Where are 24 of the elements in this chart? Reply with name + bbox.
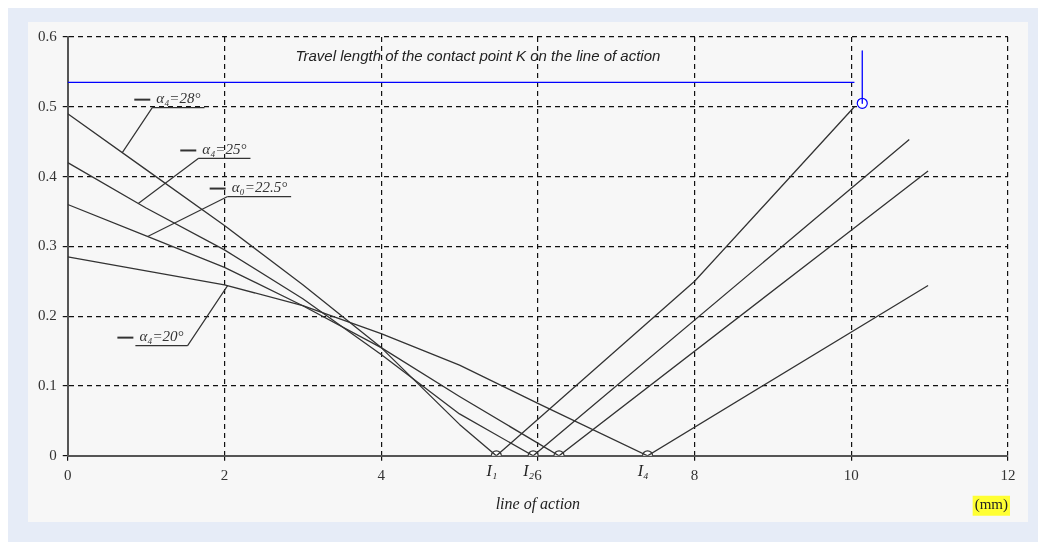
x-tick-label: 12 — [1000, 466, 1016, 483]
x-tick-label: 2 — [220, 466, 229, 483]
y-tick-label: 0.1 — [38, 376, 57, 393]
y-tick-label: 0.2 — [38, 307, 57, 324]
x-tick-label: 10 — [843, 466, 859, 483]
x-axis-title: line of action — [495, 494, 581, 513]
y-tick-label: 0.5 — [38, 97, 57, 114]
y-tick-label: 0.6 — [38, 27, 58, 44]
y-tick-label: 0.3 — [38, 237, 57, 254]
y-tick-label: 0 — [49, 446, 57, 463]
annotation: Travel length of the contact point K on the line of action — [295, 47, 661, 65]
legend-label: α₄=20° — [139, 328, 184, 345]
x-tick-label: 8 — [690, 466, 699, 483]
legend-label: α₀=22.5° — [231, 179, 288, 195]
legend-label: α₄=25° — [202, 140, 247, 157]
legend-label: α₄=28° — [156, 90, 201, 107]
annotation: I₂ — [522, 462, 535, 479]
y-tick-label: 0.4 — [38, 167, 58, 184]
annotation: I₁ — [485, 462, 498, 479]
x-tick-label: 6 — [534, 466, 543, 483]
annotation: I₄ — [636, 462, 649, 479]
x-tick-label: 4 — [377, 466, 386, 483]
text: (mm) — [974, 496, 1008, 514]
x-tick-label: 0 — [64, 466, 72, 483]
